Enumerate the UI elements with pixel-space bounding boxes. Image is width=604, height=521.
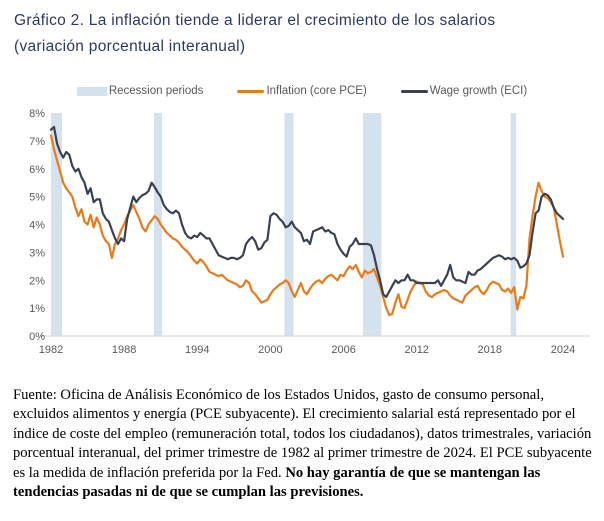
recession-band — [510, 113, 517, 336]
source-note-disclaimer: No hay garantía de que se mantengan las … — [13, 464, 541, 501]
y-tick-label: 3% — [29, 247, 45, 259]
x-tick-label: 1994 — [185, 344, 209, 356]
y-tick-label: 7% — [29, 136, 45, 148]
y-tick-label: 8% — [29, 108, 45, 120]
inflation-line-swatch-icon — [237, 89, 265, 93]
source-note: Fuente: Oficina de Análisis Económico de… — [13, 386, 596, 502]
y-tick-label: 5% — [29, 192, 45, 204]
wage-line-swatch-icon — [400, 89, 428, 93]
y-tick-label: 6% — [29, 164, 45, 176]
chart-title-line1: Gráfico 2. La inflación tiende a liderar… — [14, 12, 496, 29]
legend-item-wage: Wage growth (ECI) — [400, 85, 528, 97]
series-wage-growth — [49, 125, 565, 299]
recession-band-swatch-icon — [76, 86, 107, 96]
legend-label-inflation: Inflation (core PCE) — [266, 85, 367, 97]
y-tick-label: 2% — [29, 275, 45, 287]
x-tick-label: 2018 — [478, 344, 502, 356]
y-tick-label: 0% — [29, 331, 45, 343]
legend-item-recession: Recession periods — [76, 85, 204, 97]
x-tick-label: 2006 — [331, 344, 355, 356]
x-tick-label: 1982 — [39, 344, 63, 356]
y-tick-label: 4% — [29, 220, 45, 232]
source-note-text: Fuente: Oficina de Análisis Económico de… — [13, 387, 592, 481]
recession-band — [154, 113, 162, 336]
recession-band — [363, 113, 382, 336]
x-tick-label: 1988 — [112, 344, 136, 356]
x-tick-label: 2024 — [551, 344, 575, 356]
series-inflation — [49, 134, 565, 317]
legend-item-inflation: Inflation (core PCE) — [237, 85, 367, 97]
x-tick-label: 2000 — [258, 344, 282, 356]
x-tick-label: 2012 — [404, 344, 428, 356]
y-tick-label: 1% — [29, 303, 45, 315]
recession-band — [51, 113, 62, 336]
chart-legend: Recession periods Inflation (core PCE) W… — [0, 85, 604, 97]
legend-label-recession: Recession periods — [108, 85, 204, 97]
inflation-wage-line-chart: 0% 1% 2% 3% 4% 5% 6% 7% 8% 1982 1988 1994 2000 2006 20… — [29, 108, 590, 356]
legend-label-wage: Wage growth (ECI) — [429, 85, 528, 97]
chart-title-line2: (variación porcentual interanual) — [14, 38, 246, 55]
chart-title: Gráfico 2. La inflación tiende a liderar… — [14, 8, 594, 60]
